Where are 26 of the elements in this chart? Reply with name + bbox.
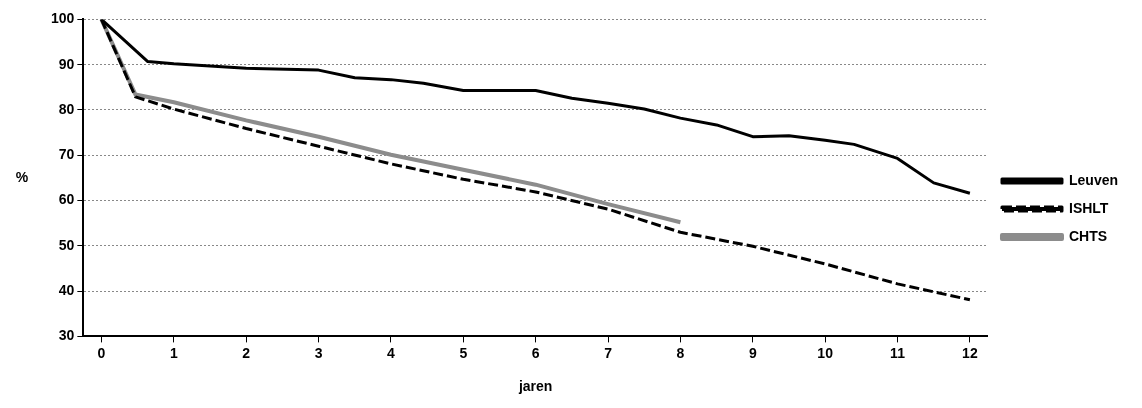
y-tick-label: 70 bbox=[58, 146, 75, 163]
y-tick-label: 40 bbox=[58, 281, 75, 298]
x-tick-label: 0 bbox=[97, 344, 106, 361]
x-tick-label: 7 bbox=[604, 344, 613, 361]
x-axis-title: jaren bbox=[517, 378, 553, 395]
x-tick-label: 9 bbox=[748, 344, 757, 361]
y-tick-label: 60 bbox=[58, 191, 75, 208]
x-tick-label: 8 bbox=[676, 344, 685, 361]
x-tick-label: 6 bbox=[531, 344, 540, 361]
y-tick-label: 100 bbox=[51, 10, 75, 27]
x-tick-label: 11 bbox=[890, 344, 906, 361]
y-axis-title: % bbox=[15, 168, 29, 185]
y-tick-label: 90 bbox=[58, 55, 75, 72]
x-tick-label: 1 bbox=[169, 344, 178, 361]
legend-label: ISHLT bbox=[1068, 199, 1109, 216]
legend-label: CHTS bbox=[1068, 227, 1108, 244]
x-tick-label: 2 bbox=[242, 344, 251, 361]
x-tick-label: 12 bbox=[962, 344, 978, 361]
x-tick-label: 10 bbox=[817, 344, 834, 361]
y-tick-label: 50 bbox=[58, 236, 75, 253]
y-tick-label: 30 bbox=[58, 327, 75, 344]
x-tick-label: 3 bbox=[314, 344, 323, 361]
legend-label: Leuven bbox=[1068, 171, 1118, 188]
x-tick-label: 4 bbox=[387, 344, 396, 361]
x-tick-label: 5 bbox=[459, 344, 468, 361]
y-tick-label: 80 bbox=[58, 100, 75, 117]
